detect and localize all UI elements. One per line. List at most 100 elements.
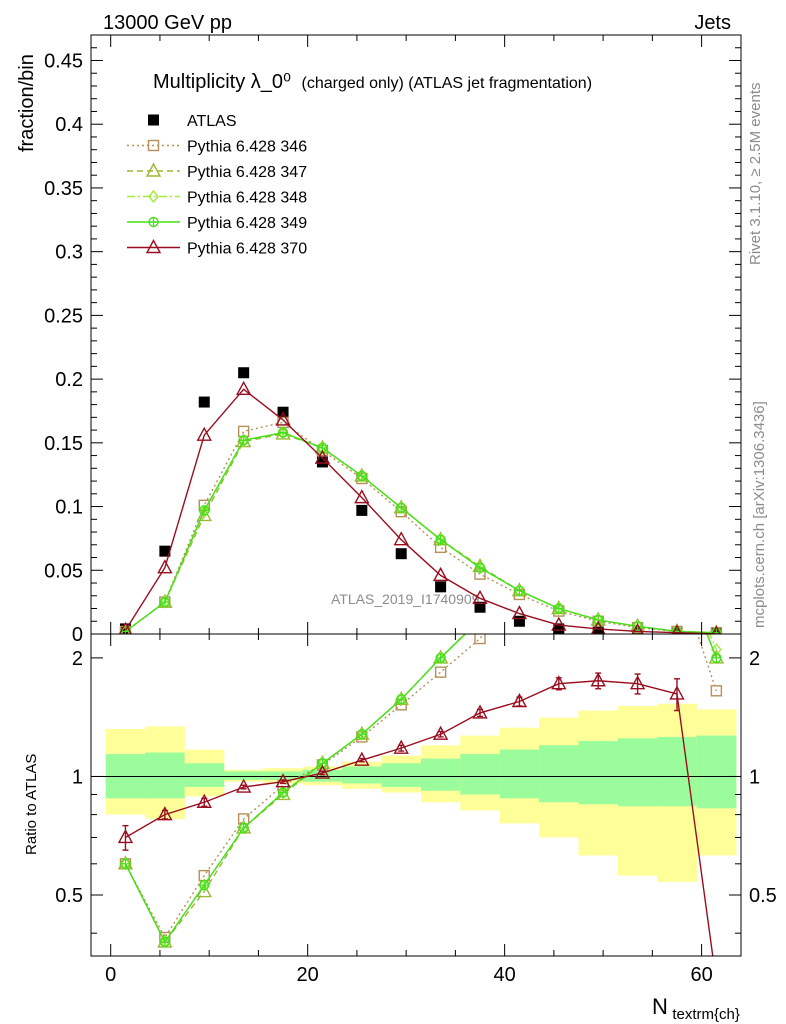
series-0-point xyxy=(395,548,407,560)
ratio-stat-band xyxy=(381,763,422,788)
series-5-ratio-point xyxy=(669,685,685,700)
y-tick-label: 0.45 xyxy=(44,50,83,72)
series-0-point xyxy=(356,504,368,516)
y-tick-label: 0.1 xyxy=(55,497,83,519)
legend-marker-5 xyxy=(145,239,162,254)
series-0-point xyxy=(435,581,447,593)
main-plot-marks xyxy=(118,367,723,634)
ratio-panel xyxy=(91,703,741,882)
series-5-point xyxy=(551,616,567,631)
legend-label-0: ATLAS xyxy=(187,113,237,130)
x-tick-label: 0 xyxy=(105,964,116,986)
header-left: 13000 GeV pp xyxy=(103,12,232,34)
y-tick-label: 0.25 xyxy=(44,305,83,327)
legend-marker-4 xyxy=(148,216,159,228)
series-5-line xyxy=(124,388,717,634)
ratio-y-tick-label: 2 xyxy=(72,648,83,670)
series-3-point xyxy=(671,624,683,634)
series-4-point xyxy=(277,427,289,438)
series-3-ratio-point xyxy=(435,651,447,665)
series-5-point xyxy=(157,559,173,574)
ratio-stat-band xyxy=(578,741,619,805)
series-1-ratio-point xyxy=(710,685,723,697)
x-axis-label-sub: textrm{ch} xyxy=(672,1006,740,1023)
ratio-stat-band xyxy=(223,771,264,780)
series-3-ratio-point xyxy=(395,692,407,706)
series-4-point xyxy=(553,603,565,614)
chart-title: Multiplicity λ_0⁰ (charged only) (ATLAS … xyxy=(153,71,592,93)
legend: ATLAS Pythia 6.428 346 Pythia 6.428 347 Pyt… xyxy=(127,113,307,258)
series-0-point xyxy=(238,367,250,379)
series-4-point xyxy=(435,534,446,545)
legend-label-2: Pythia 6.428 347 xyxy=(187,164,307,181)
series-5-point xyxy=(354,489,370,504)
ratio-frame xyxy=(90,633,742,957)
series-5-ratio-point xyxy=(472,704,488,719)
series-5-ratio-point xyxy=(117,828,134,844)
series-3-point xyxy=(277,426,289,440)
ratio-stat-band xyxy=(460,754,501,795)
ratio-y-tick-label-right: 1 xyxy=(749,766,760,788)
series-5-ratio-point xyxy=(157,806,173,821)
y-tick-label: 0.35 xyxy=(44,178,83,200)
legend-label-4: Pythia 6.428 349 xyxy=(187,215,307,232)
series-5-ratio-line xyxy=(125,680,714,956)
series-4-ratio-point xyxy=(396,694,407,705)
series-4-point xyxy=(474,562,486,573)
series-4-ratio-point xyxy=(356,729,368,740)
y-tick-label: 0.4 xyxy=(55,114,83,136)
series-4-ratio-point xyxy=(238,822,249,834)
header-right: Jets xyxy=(694,12,731,34)
series-0-point xyxy=(316,456,328,468)
ratio-y-tick-label-right: 2 xyxy=(749,648,760,670)
ratio-y-tick-label-right: 0.5 xyxy=(749,885,777,907)
series-5-point xyxy=(631,622,644,634)
ratio-y-tick-label: 1 xyxy=(72,766,83,788)
ratio-stat-band xyxy=(302,769,343,782)
chart-title-suffix: (charged only) (ATLAS jet fragmentation) xyxy=(302,75,593,92)
series-5-point xyxy=(711,625,722,634)
x-tick-label: 20 xyxy=(297,964,319,986)
series-5-point xyxy=(472,589,488,605)
series-4-ratio-point xyxy=(277,787,289,798)
series-5-point xyxy=(671,624,683,634)
series-5-point xyxy=(275,411,291,426)
series-4-ratio-point xyxy=(199,879,210,891)
series-5-point xyxy=(393,531,409,546)
series-5-ratio-point xyxy=(275,773,291,788)
y-tick-label: 0.2 xyxy=(55,369,83,391)
series-4-ratio-point xyxy=(711,652,722,664)
series-0-point xyxy=(474,601,486,613)
series-5-ratio-point xyxy=(629,675,646,690)
series-5-point xyxy=(511,605,528,620)
series-4-line xyxy=(125,431,717,634)
series-5-ratio-point xyxy=(354,751,370,766)
series-0-point xyxy=(553,623,565,634)
ratio-plot-marks xyxy=(117,634,725,956)
series-1-ratio-point xyxy=(474,634,486,645)
ratio-stat-band xyxy=(539,745,579,803)
x-tick-label: 40 xyxy=(494,964,516,986)
x-tick-label: 60 xyxy=(690,964,712,986)
side-label-bottom: mcplots.cern.ch [arXiv:1306.3436] xyxy=(751,401,768,628)
legend-marker-3 xyxy=(148,189,159,204)
series-5-ratio-point xyxy=(432,725,449,740)
legend-label-5: Pythia 6.428 370 xyxy=(187,241,307,258)
series-5-point xyxy=(432,566,449,582)
series-2-point xyxy=(196,507,212,522)
y-tick-label: 0.15 xyxy=(44,433,83,455)
series-5-point xyxy=(196,426,212,441)
series-5-point xyxy=(314,449,331,464)
ratio-stat-band xyxy=(145,752,185,799)
ratio-stat-band xyxy=(499,749,540,799)
ratio-y-axis-label: Ratio to ATLAS xyxy=(23,754,40,855)
legend-marker-2 xyxy=(145,162,162,177)
watermark: ATLAS_2019_I1740909 xyxy=(331,591,480,607)
series-3-point xyxy=(592,613,604,627)
series-3-ratio-point xyxy=(198,878,210,892)
ratio-stat-band xyxy=(184,763,225,788)
series-0-point xyxy=(159,545,171,557)
y-axis-label: fraction/bin xyxy=(16,54,38,152)
series-4-point xyxy=(238,435,249,446)
